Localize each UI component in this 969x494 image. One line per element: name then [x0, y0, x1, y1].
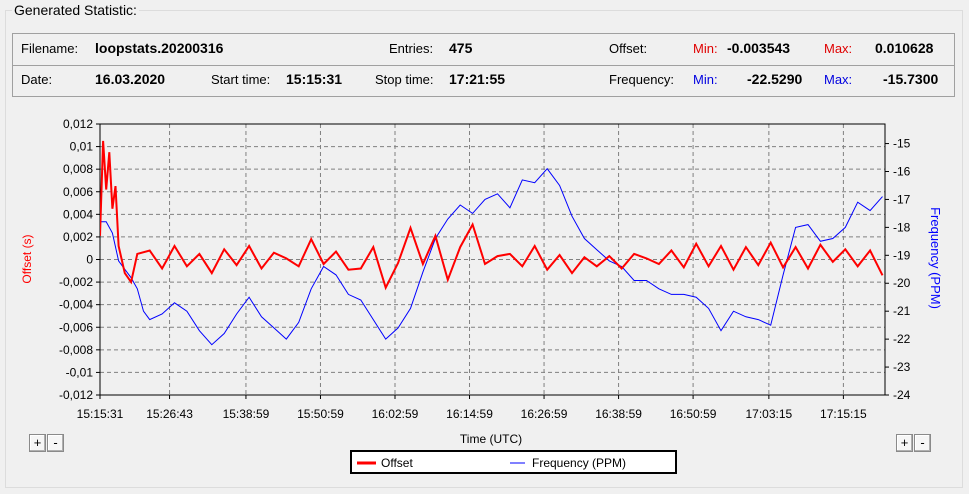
left-tick-label: -0,004 — [59, 298, 93, 312]
x-tick-label: 16:38:59 — [595, 407, 642, 421]
left-axis-label: Offset (s) — [20, 234, 34, 283]
start-time-value: 15:15:31 — [286, 71, 343, 87]
zoom-in-left-button[interactable]: + — [29, 434, 46, 452]
right-tick-label: -19 — [893, 248, 911, 262]
x-tick-label: 17:15:15 — [820, 407, 867, 421]
right-axis-ticks: -15 -16 -17 -18 -19 -20 -21 -22 -23 -24 — [885, 137, 911, 402]
right-tick-label: -24 — [893, 388, 911, 402]
frequency-series-line — [100, 167, 883, 346]
legend-box — [350, 450, 677, 474]
right-axis-label: Frequency (PPM) — [928, 207, 943, 309]
x-tick-label: 16:26:59 — [521, 407, 568, 421]
date-value: 16.03.2020 — [95, 71, 166, 87]
zoom-in-right-button[interactable]: + — [896, 434, 913, 452]
left-tick-label: -0,012 — [59, 388, 93, 402]
left-tick-label: 0 — [86, 253, 93, 267]
x-tick-label: 17:03:15 — [746, 407, 793, 421]
offset-max-value: 0.010628 — [875, 40, 934, 56]
offset-min-value: -0.003543 — [727, 40, 791, 56]
x-tick-label: 15:26:43 — [146, 407, 193, 421]
x-tick-label: 16:02:59 — [372, 407, 419, 421]
right-tick-label: -22 — [893, 332, 911, 346]
right-tick-label: -15 — [893, 137, 911, 151]
left-tick-label: -0,006 — [59, 320, 93, 334]
entries-label: Entries: — [389, 41, 434, 56]
left-tick-label: 0,01 — [70, 140, 94, 154]
legend-frequency-label: Frequency (PPM) — [532, 456, 626, 470]
left-tick-label: 0,008 — [63, 162, 93, 176]
left-tick-label: -0,01 — [66, 365, 94, 379]
right-tick-label: -18 — [893, 220, 911, 234]
info-row-date: Date: 16.03.2020 Start time: 15:15:31 St… — [13, 65, 954, 96]
frequency-label: Frequency: — [609, 72, 675, 87]
left-tick-label: 0,004 — [63, 207, 93, 221]
right-tick-label: -16 — [893, 164, 911, 178]
x-axis-label: Time (UTC) — [460, 432, 522, 446]
left-tick-label: 0,006 — [63, 185, 93, 199]
x-tick-label: 15:38:59 — [223, 407, 270, 421]
info-row-file: Filename: loopstats.20200316 Entries: 47… — [13, 34, 954, 66]
freq-max-label: Max: — [824, 72, 853, 87]
left-tick-label: 0,012 — [63, 117, 93, 131]
zoom-out-left-button[interactable]: - — [47, 434, 64, 452]
filename-label: Filename: — [21, 41, 79, 56]
left-axis-ticks: 0,012 0,01 0,008 0,006 0,004 0,002 0 -0,002 -0,0… — [59, 117, 100, 402]
right-tick-label: -17 — [893, 192, 911, 206]
x-tick-label: 16:50:59 — [670, 407, 717, 421]
start-time-label: Start time: — [211, 72, 271, 87]
left-tick-label: 0,002 — [63, 230, 93, 244]
x-axis-ticks: 15:15:31 15:26:43 15:38:59 15:50:59 16:02:59… — [77, 395, 867, 421]
statistic-group-box — [5, 10, 963, 488]
left-tick-label: -0,008 — [59, 343, 93, 357]
x-tick-label: 16:14:59 — [446, 407, 493, 421]
offset-label: Offset: — [609, 41, 648, 56]
group-title: Generated Statistic: — [12, 2, 139, 18]
stop-time-label: Stop time: — [375, 72, 434, 87]
freq-min-label: Min: — [693, 72, 718, 87]
x-tick-label: 15:15:31 — [77, 407, 124, 421]
x-tick-label: 15:50:59 — [297, 407, 344, 421]
offset-max-label: Max: — [824, 41, 853, 56]
freq-max-value: -15.7300 — [883, 71, 939, 87]
offset-min-label: Min: — [693, 41, 718, 56]
filename-value: loopstats.20200316 — [95, 40, 224, 56]
right-tick-label: -23 — [893, 360, 911, 374]
date-label: Date: — [21, 72, 53, 87]
zoom-out-right-button[interactable]: - — [914, 434, 931, 452]
offset-series-line — [100, 140, 884, 291]
legend-offset-label: Offset — [381, 456, 413, 470]
stop-time-value: 17:21:55 — [449, 71, 506, 87]
info-panel: Filename: loopstats.20200316 Entries: 47… — [12, 33, 955, 97]
right-tick-label: -20 — [893, 276, 911, 290]
right-tick-label: -21 — [893, 304, 911, 318]
left-tick-label: -0,002 — [59, 275, 93, 289]
entries-value: 475 — [449, 40, 473, 56]
freq-min-value: -22.5290 — [747, 71, 803, 87]
